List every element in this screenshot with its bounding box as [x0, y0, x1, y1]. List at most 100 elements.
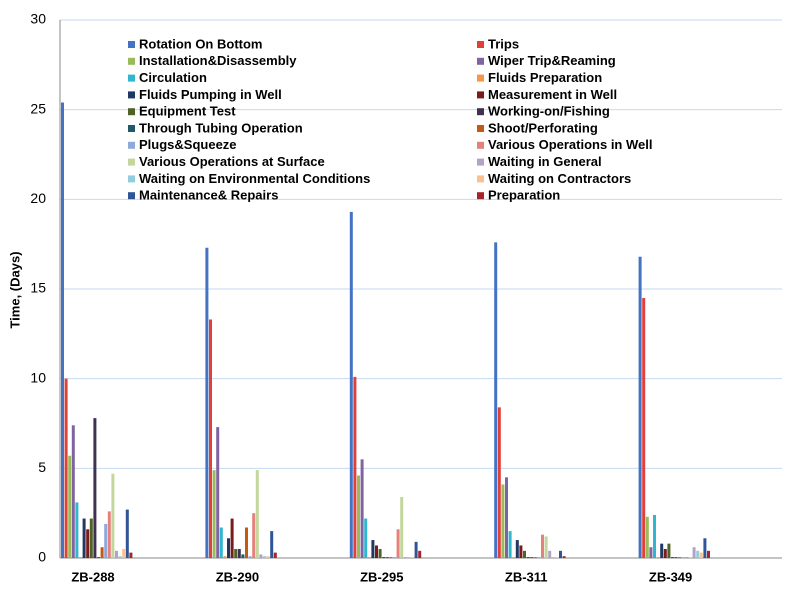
bar	[266, 556, 270, 558]
bar	[523, 550, 526, 558]
bar	[234, 549, 238, 558]
legend-swatch	[477, 125, 484, 132]
bar	[508, 531, 512, 558]
legend-swatch	[128, 57, 135, 65]
bar	[252, 513, 256, 558]
bar	[219, 527, 223, 558]
bar	[118, 556, 122, 558]
bar	[497, 407, 501, 558]
bar	[367, 557, 371, 558]
bar	[678, 557, 682, 558]
bar	[223, 556, 227, 558]
bar	[89, 518, 93, 558]
bar	[681, 557, 685, 558]
bar	[667, 543, 671, 558]
bar	[61, 102, 64, 558]
legend-swatch	[477, 74, 484, 82]
bar	[403, 557, 407, 558]
legend-swatch	[477, 57, 484, 65]
bar	[642, 297, 646, 558]
x-tick-label: ZB-311	[505, 569, 548, 584]
bar	[414, 541, 418, 558]
bar	[122, 549, 126, 558]
x-tick-label: ZB-290	[216, 569, 259, 584]
legend-label: Fluids Preparation	[488, 70, 602, 85]
y-tick-label: 15	[30, 280, 46, 296]
bar	[237, 549, 241, 558]
bar	[385, 557, 389, 558]
bar	[689, 557, 692, 558]
legend-swatch	[128, 141, 135, 149]
legend-label: Various Operations in Well	[488, 137, 652, 152]
y-tick-label: 0	[38, 549, 46, 565]
bar	[389, 557, 393, 558]
x-tick-label: ZB-288	[71, 569, 114, 584]
legend-swatch	[477, 158, 484, 166]
bar	[699, 552, 703, 558]
bar	[375, 545, 378, 558]
bar	[64, 378, 68, 558]
legend-label: Fluids Pumping in Well	[139, 87, 282, 102]
bar	[537, 557, 541, 558]
bar	[349, 211, 353, 559]
bar	[512, 557, 516, 558]
bar	[86, 529, 90, 558]
bar	[248, 556, 252, 558]
legend-swatch	[477, 192, 484, 200]
bar	[515, 540, 519, 558]
bar	[671, 557, 674, 558]
bar	[559, 550, 562, 558]
y-tick-label: 10	[30, 369, 46, 385]
legend-label: Shoot/Perforating	[488, 120, 598, 135]
legend-label: Working-on/Fishing	[488, 104, 610, 119]
bar	[418, 550, 422, 558]
bar	[93, 418, 97, 558]
legend-swatch	[128, 91, 135, 99]
legend-label: Maintenance& Repairs	[139, 188, 278, 203]
bar	[551, 557, 555, 558]
bar	[505, 477, 508, 558]
bar	[216, 427, 220, 558]
bar	[68, 455, 72, 558]
legend-swatch	[477, 108, 484, 116]
legend-swatch	[128, 175, 135, 183]
legend-swatch	[128, 108, 135, 116]
bar	[241, 554, 245, 558]
bar	[674, 557, 678, 558]
bar	[530, 557, 534, 558]
y-axis-label: Time, (Days)	[7, 251, 22, 328]
bar	[555, 557, 559, 558]
bar	[360, 459, 364, 558]
bar	[519, 545, 523, 558]
legend-swatch	[128, 158, 135, 166]
bar	[393, 557, 396, 558]
legend-swatch	[128, 41, 135, 48]
legend-label: Waiting in General	[488, 154, 602, 169]
bar	[71, 425, 75, 558]
x-tick-label: ZB-295	[360, 569, 403, 584]
bar	[75, 502, 79, 558]
bar	[259, 554, 263, 558]
bar	[115, 550, 118, 558]
bar	[364, 518, 368, 558]
legend-label: Through Tubing Operation	[139, 120, 303, 135]
x-tick-label: ZB-349	[649, 569, 692, 584]
bar	[533, 557, 537, 558]
bar	[79, 557, 82, 558]
bar	[526, 557, 530, 558]
bar	[703, 538, 707, 558]
legend-swatch	[477, 141, 484, 149]
bar	[255, 470, 259, 558]
bar	[501, 484, 505, 558]
legend-label: Waiting on Contractors	[488, 171, 631, 186]
legend-label: Plugs&Squeeze	[139, 137, 237, 152]
bar	[212, 470, 216, 558]
legend-label: Preparation	[488, 188, 560, 203]
bar	[663, 549, 667, 558]
legend-label: Circulation	[139, 70, 207, 85]
legend-swatch	[477, 175, 484, 183]
bar	[494, 242, 498, 558]
bar	[129, 552, 133, 558]
